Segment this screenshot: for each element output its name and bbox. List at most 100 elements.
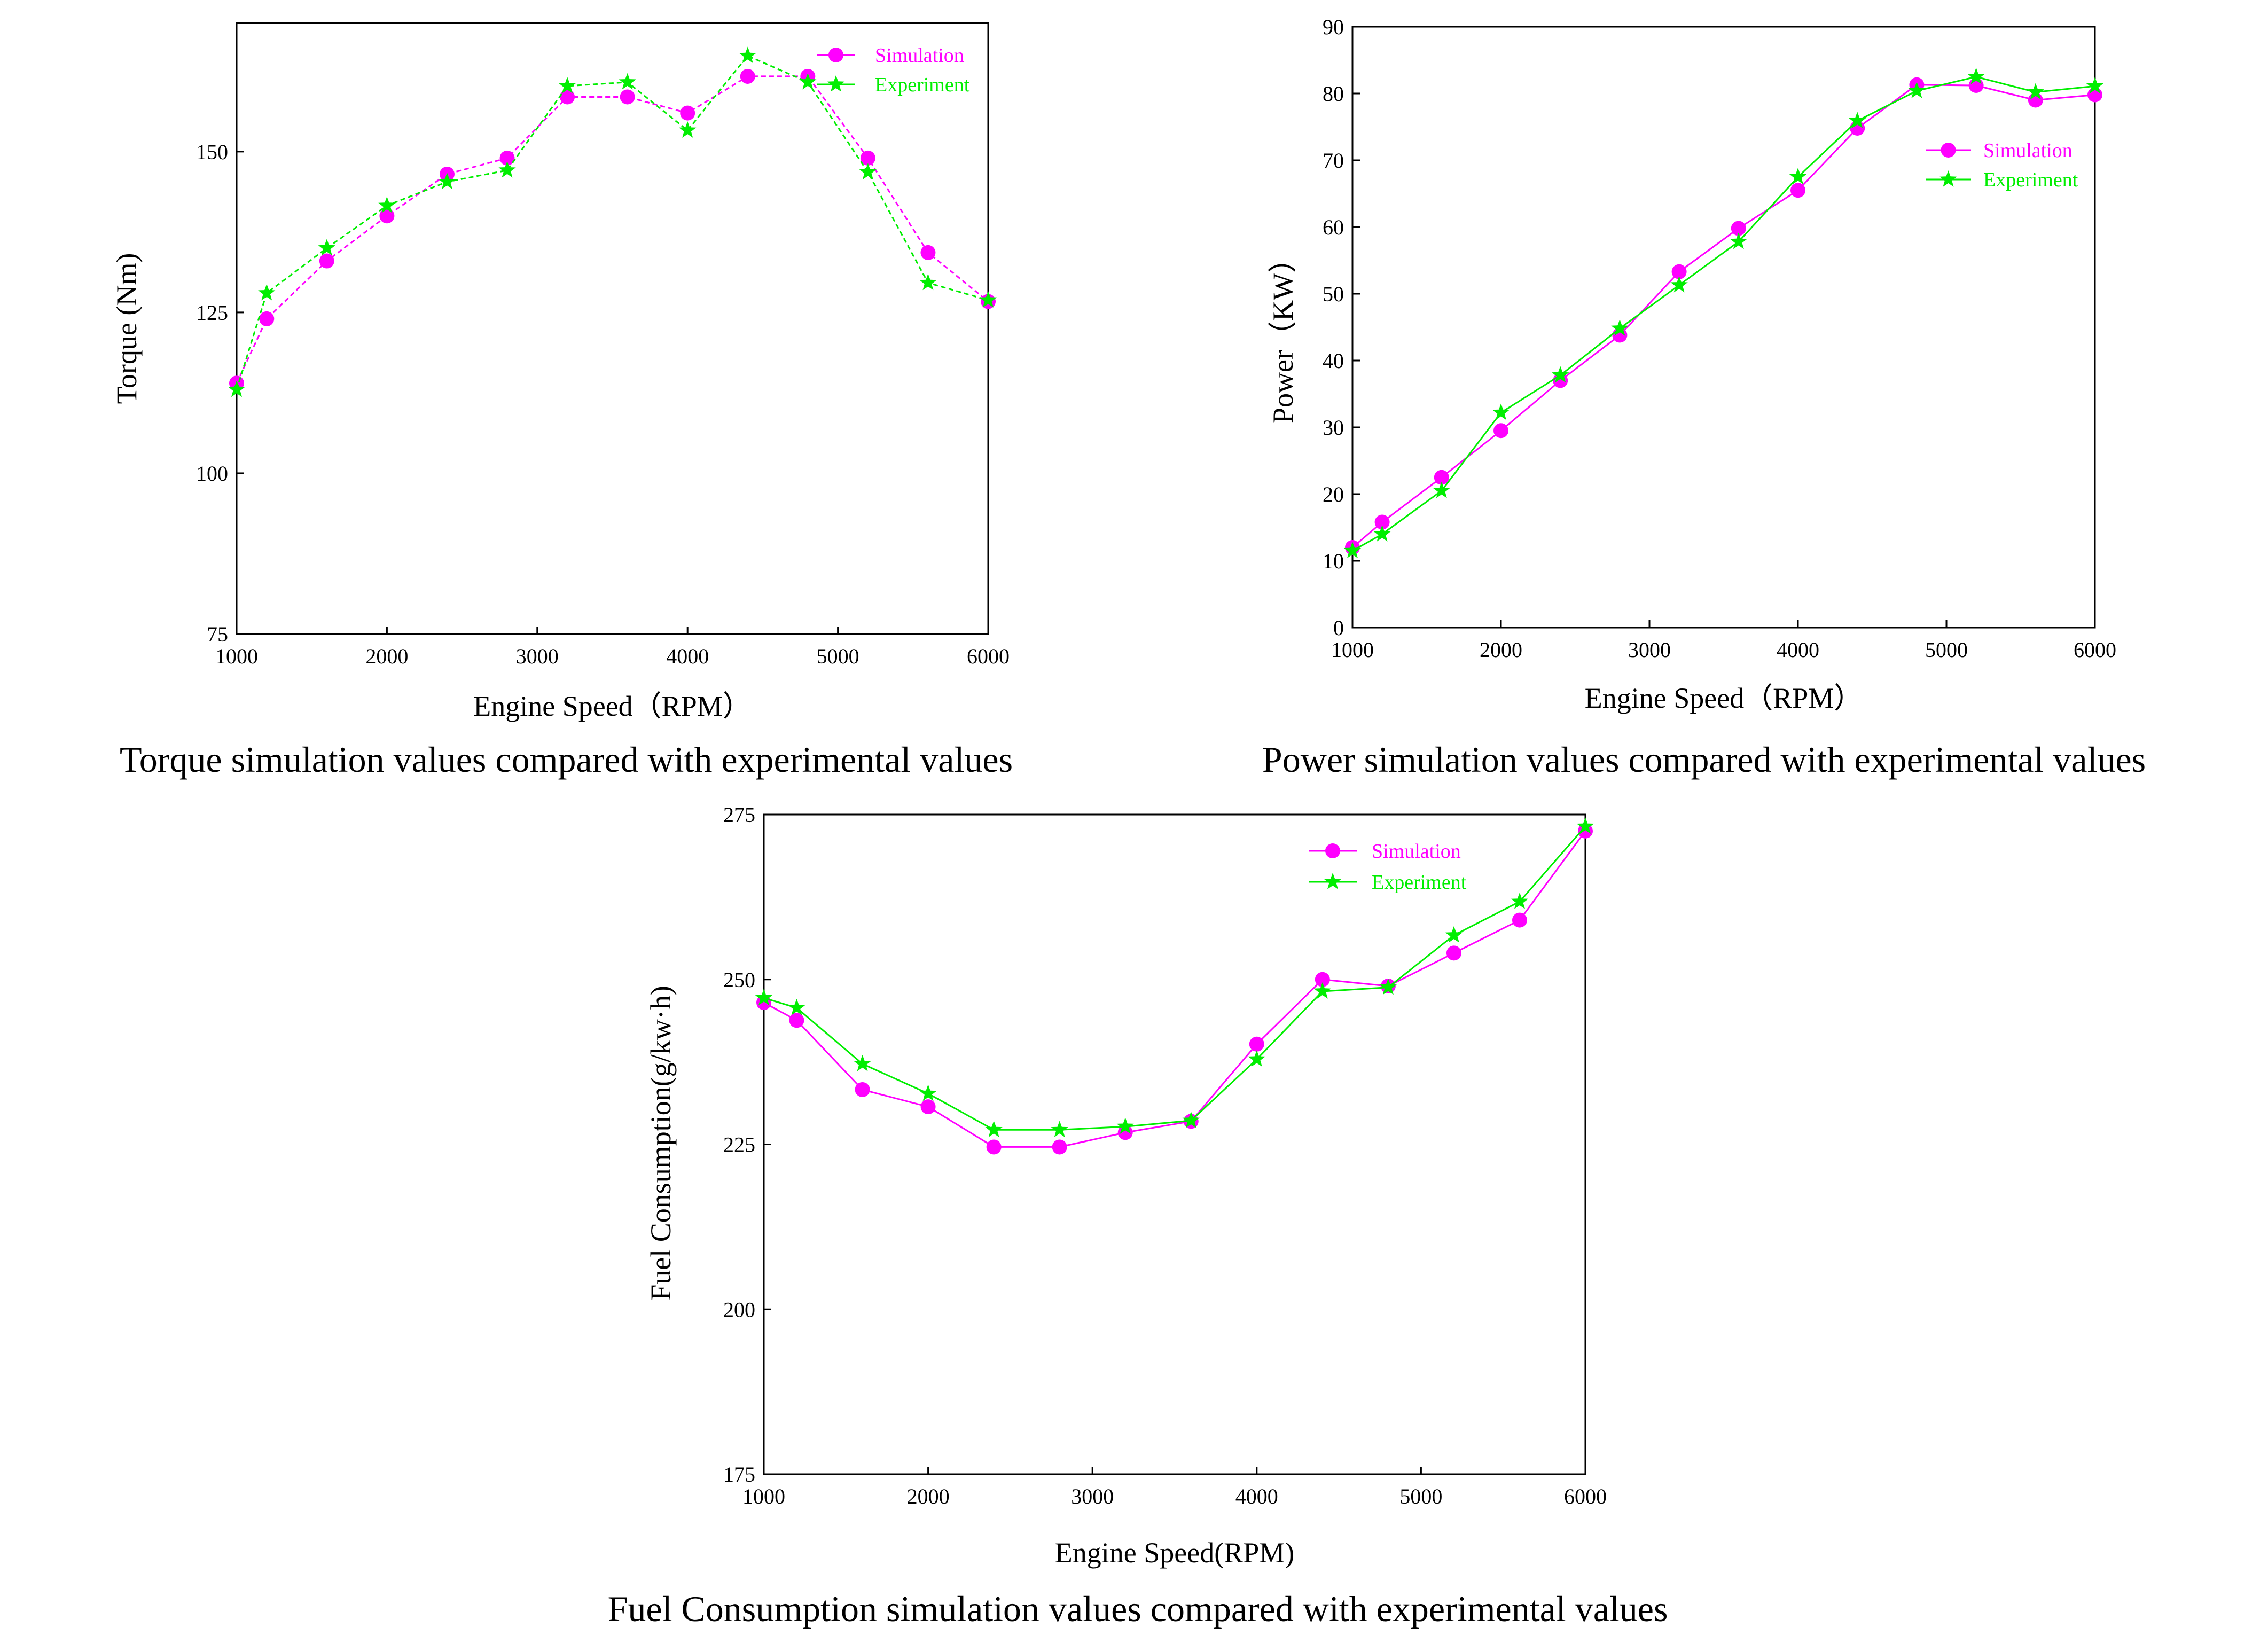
simulation-data-point <box>680 105 695 121</box>
legend-marker-simulation <box>1325 843 1340 858</box>
y-axis-label: Power（KW） <box>1267 244 1299 424</box>
y-tick-label: 150 <box>196 140 228 164</box>
y-axis-label: Torque (Nm) <box>111 253 143 404</box>
simulation-data-point <box>1731 221 1746 236</box>
chart-caption: Fuel Consumption simulation values compa… <box>608 1589 1668 1629</box>
y-tick-label: 225 <box>723 1133 755 1157</box>
y-tick-label: 275 <box>723 803 755 827</box>
experiment-data-point <box>919 1084 937 1101</box>
experiment-data-point <box>1670 276 1688 293</box>
experiment-data-point <box>558 77 576 93</box>
plot-frame <box>763 813 1586 1475</box>
experiment-data-point <box>258 284 276 301</box>
y-tick-label: 30 <box>1323 416 1344 440</box>
simulation-data-point <box>920 1099 936 1115</box>
legend-label-simulation: Simulation <box>1983 139 2073 162</box>
simulation-data-point <box>499 150 515 166</box>
y-tick-label: 175 <box>723 1462 755 1486</box>
x-tick-label: 2000 <box>907 1484 950 1508</box>
x-tick-label: 6000 <box>2074 638 2116 662</box>
experiment-data-point <box>755 989 773 1006</box>
x-tick-label: 3000 <box>1071 1484 1114 1508</box>
simulation-data-point <box>855 1082 870 1097</box>
y-tick-label: 50 <box>1323 282 1344 306</box>
experiment-data-point <box>228 380 246 397</box>
experiment-data-point <box>1182 1112 1200 1128</box>
experiment-data-point <box>2027 83 2044 100</box>
simulation-series-line <box>763 831 1586 1148</box>
x-tick-label: 4000 <box>1777 638 1819 662</box>
y-axis-label: Fuel Consumption(g/kw·h) <box>645 985 677 1301</box>
y-tick-label: 250 <box>723 968 755 992</box>
y-tick-label: 40 <box>1323 349 1344 373</box>
experiment-data-point <box>1730 232 1747 249</box>
experiment-data-point <box>1373 525 1391 542</box>
experiment-data-point <box>985 1121 1003 1138</box>
legend-marker-experiment <box>1324 873 1342 889</box>
plot-frame <box>1351 26 2096 629</box>
experiment-series-line <box>763 826 1586 1131</box>
experiment-data-point <box>799 73 817 90</box>
simulation-data-point <box>920 245 936 260</box>
simulation-data-point <box>1374 514 1390 530</box>
simulation-data-point <box>860 150 875 166</box>
legend-label-experiment: Experiment <box>1983 169 2078 191</box>
experiment-series-line <box>236 54 989 390</box>
x-tick-label: 5000 <box>1925 638 1968 662</box>
simulation-data-point <box>1790 183 1805 198</box>
simulation-data-point <box>1446 945 1461 961</box>
experiment-data-point <box>979 291 997 308</box>
simulation-data-point <box>1493 423 1508 439</box>
y-tick-label: 60 <box>1323 215 1344 239</box>
experiment-data-point <box>1908 82 1926 98</box>
experiment-data-point <box>1248 1050 1265 1067</box>
plot-frame <box>236 22 989 635</box>
x-tick-label: 5000 <box>1399 1484 1442 1508</box>
legend-label-simulation: Simulation <box>1372 840 1461 863</box>
simulation-series-line <box>1352 84 2095 549</box>
experiment-data-point <box>1343 542 1362 558</box>
simulation-data-point <box>1052 1139 1067 1155</box>
x-tick-label: 6000 <box>1564 1484 1607 1508</box>
simulation-data-point <box>319 253 334 269</box>
fuel-consumption-chart: 1000 2000 3000 4000 5000 6000 175 200 225 250 275 E… <box>608 803 1668 1629</box>
experiment-data-point <box>498 161 516 178</box>
experiment-data-point <box>739 46 756 64</box>
x-tick-label: 1000 <box>742 1484 785 1508</box>
y-tick-label: 70 <box>1323 148 1344 173</box>
experiment-data-point <box>1576 817 1594 834</box>
experiment-data-point <box>1379 978 1397 995</box>
legend-marker-simulation <box>828 48 843 62</box>
x-tick-label: 6000 <box>967 644 1010 668</box>
x-tick-label: 3000 <box>516 644 559 668</box>
legend-marker-experiment <box>1939 170 1957 187</box>
experiment-data-point <box>619 73 636 90</box>
experiment-data-point <box>859 163 877 180</box>
experiment-data-point <box>1116 1117 1134 1134</box>
experiment-data-point <box>438 173 456 190</box>
y-tick-label: 125 <box>196 301 228 325</box>
y-tick-label: 0 <box>1333 616 1344 640</box>
y-tick-label: 90 <box>1323 15 1344 39</box>
simulation-data-point <box>1315 972 1330 987</box>
experiment-data-point <box>1511 893 1529 909</box>
experiment-data-point <box>1445 926 1463 943</box>
experiment-data-point <box>1051 1121 1068 1138</box>
experiment-data-point <box>679 121 697 138</box>
legend-label-experiment: Experiment <box>1372 871 1467 894</box>
x-tick-label: 1000 <box>1331 638 1374 662</box>
legend-marker-simulation <box>1941 143 1956 158</box>
simulation-data-point <box>740 68 755 84</box>
y-tick-label: 10 <box>1323 549 1344 573</box>
legend-label-experiment: Experiment <box>875 74 970 96</box>
x-tick-label: 2000 <box>1480 638 1522 662</box>
y-tick-label: 75 <box>207 622 228 646</box>
y-tick-label: 80 <box>1323 82 1344 106</box>
simulation-data-point <box>1434 470 1449 485</box>
experiment-data-point <box>1611 319 1629 336</box>
legend-marker-experiment <box>827 75 845 92</box>
torque-chart: 1000 2000 3000 4000 5000 6000 75 100 125 150 Engin… <box>111 22 1013 780</box>
x-axis-label: Engine Speed（RPM） <box>1585 682 1863 714</box>
x-axis-label: Engine Speed（RPM） <box>473 690 752 722</box>
simulation-data-point <box>1249 1036 1264 1052</box>
